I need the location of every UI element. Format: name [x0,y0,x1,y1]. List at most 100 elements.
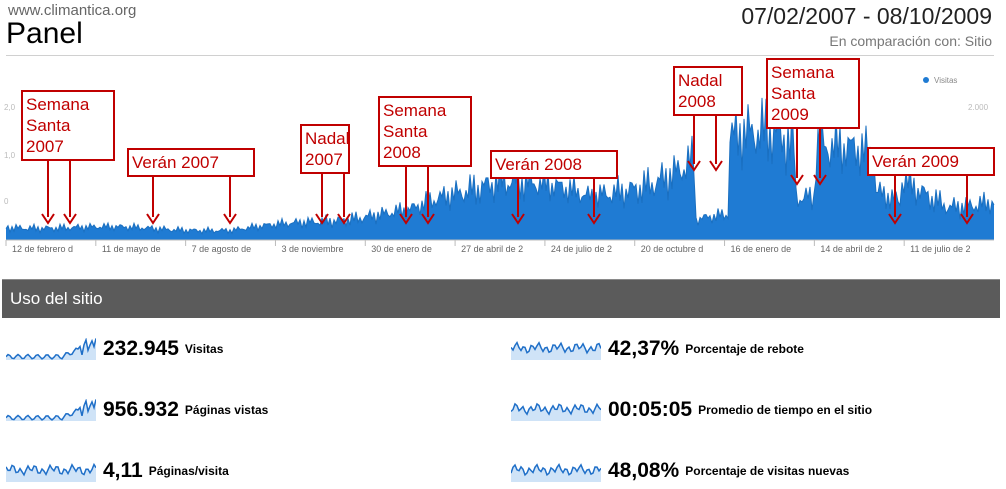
annotation-arrowhead [960,213,974,225]
annotation-text: Santa [771,84,816,103]
sparkline-area [6,338,96,360]
annotation-text: Semana [383,101,447,120]
annotation: Verán 2008 [490,150,618,225]
sparkline-area [6,464,96,482]
annotation-text: Semana [771,63,835,82]
sparkline-area [6,399,96,421]
legend-dot [923,77,929,83]
metric-value: 00:05:05 [608,398,693,421]
annotation-arrowhead [337,213,351,225]
annotation-box [21,90,115,161]
annotation: Nadal 2008 [673,66,743,172]
sparkline-line [6,338,96,360]
x-tick-label: 11 de mayo de [102,244,161,254]
metric-label: Porcentaje de visitas nuevas [685,464,850,478]
annotation-arrowhead [63,213,77,225]
annotation-text: Verán 2007 [132,153,219,172]
annotation-arrowhead [41,213,55,225]
metric-label: Páginas vistas [184,403,269,417]
metric-new-visits[interactable]: 48,08% Porcentaje de visitas nuevas [511,457,849,485]
x-tick-label: 30 de enero de [371,244,432,254]
annotation-arrowhead [587,213,601,225]
y-tick-zero: 0 [4,197,9,206]
x-axis-labels: 12 de febrero d 11 de mayo de 7 de agosto … [12,244,971,254]
metric-label: Porcentaje de rebote [685,342,804,356]
annotation-text: 2007 [26,137,64,156]
sparkline-line [6,462,96,477]
metric-label: Promedio de tiempo en el sitio [698,403,873,417]
annotation-text: Santa [26,116,71,135]
site-url[interactable]: www.climantica.org [8,2,137,19]
annotation: Semana Santa 2007 [21,90,115,225]
x-tick-label: 20 de octubre d [641,244,704,254]
metric-value: 956.932 [103,398,179,421]
metric-visits[interactable]: 232.945 Visitas [6,335,223,363]
sparkline-area [511,342,601,360]
annotation-arrowhead [687,160,701,172]
header-divider [6,55,994,56]
metric-pages-per-visit[interactable]: 4,11 Páginas/visita [6,457,229,485]
annotation-text: 2009 [771,105,809,124]
x-tick-label: 27 de abril de 2 [461,244,523,254]
sparkline-area [511,403,601,421]
x-tick-label: 14 de abril de 2 [820,244,882,254]
metric-value: 48,08% [608,459,680,482]
annotation: Semana Santa 2009 [766,58,860,186]
annotation-text: Nadal [678,71,722,90]
section-bar: Uso del sitio [2,279,1000,318]
date-range[interactable]: 07/02/2007 - 08/10/2009 [741,3,992,29]
sparkline-line [6,399,96,421]
metric-value: 42,37% [608,337,680,360]
annotation: Semana Santa 2008 [378,96,472,225]
metric-bounce-rate[interactable]: 42,37% Porcentaje de rebote [511,335,804,363]
metric-avg-time[interactable]: 00:05:05 Promedio de tiempo en el sitio [511,396,872,424]
annotation-arrowhead [315,213,329,225]
annotation-box [490,150,618,179]
annotation-box [378,96,472,167]
metric-pageviews[interactable]: 956.932 Páginas vistas [6,396,268,424]
x-tick-label: 11 de julio de 2 [910,244,970,254]
new-visits-sparkline [511,463,601,482]
annotation-text: Nadal [305,129,349,148]
comparison-text: En comparación con: Sitio [829,33,992,49]
annotation-arrowhead [223,213,237,225]
x-tick-label: 24 de julio de 2 [551,244,612,254]
annotation-arrowhead [813,174,827,186]
x-axis-ticks [5,240,905,246]
annotation-text: Santa [383,122,428,141]
section-title: Uso del sitio [10,289,103,308]
annotation-text: Semana [26,95,90,114]
annotation-arrowhead [146,213,160,225]
annotation-arrowhead [888,213,902,225]
visits-sparkline [6,338,96,360]
annotation-box [673,66,743,116]
y-tick-top: 2,0 [4,103,16,112]
x-tick-label: 7 de agosto de [192,244,252,254]
annotation: Verán 2009 [867,147,995,225]
annotation-text: 2007 [305,150,343,169]
sparkline-line [511,402,601,416]
annotation-box [127,148,255,177]
annotation: Nadal 2007 [300,124,351,225]
annotation-box [766,58,860,129]
metric-label: Visitas [184,342,224,356]
metric-value: 232.945 [103,337,179,360]
annotation-arrowhead [421,213,435,225]
annotation-text: Verán 2009 [872,152,959,171]
sparkline-line [511,341,601,355]
legend-label[interactable]: Visitas [934,76,957,85]
pageviews-sparkline [6,399,96,421]
metric-value: 4,11 [103,459,143,482]
y-tick-right: 2.000 [968,103,989,112]
annotation-box [867,147,995,176]
annotation-arrowhead [790,174,804,186]
pages-per-visit-sparkline [6,462,96,482]
x-tick-label: 3 de noviembre [281,244,343,254]
annotation-arrowhead [709,160,723,172]
x-tick-label: 16 de enero de [731,244,792,254]
annotation: Verán 2007 [127,148,255,225]
annotation-box [300,124,350,174]
annotation-text: Verán 2008 [495,155,582,174]
